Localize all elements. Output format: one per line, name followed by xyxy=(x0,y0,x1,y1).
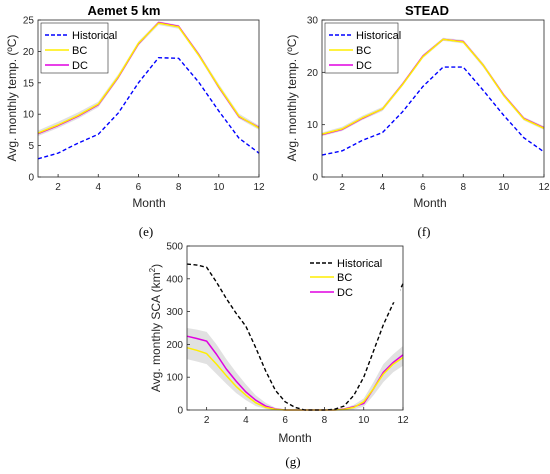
panel-f-chart: STEAD 2 4 6 8 10 12 0 10 20 30 Month Avg. monthly… xyxy=(285,3,550,239)
panel-f-caption: (f) xyxy=(418,224,431,239)
legend-bc-label: BC xyxy=(72,45,87,57)
legend-bc-label: BC xyxy=(337,272,352,284)
panel-f-axes-box xyxy=(321,19,545,178)
x-tick-label: 4 xyxy=(243,415,249,426)
x-tick-label: 2 xyxy=(204,415,210,426)
x-tick-label: 12 xyxy=(397,415,409,426)
panel-g-caption: (g) xyxy=(285,454,300,469)
panel-f-title: STEAD xyxy=(405,3,449,18)
x-tick-label: 8 xyxy=(460,182,466,193)
panel-e-title: Aemet 5 km xyxy=(88,3,161,18)
panel-f-xlabel: Month xyxy=(413,196,446,210)
legend-historical-label: Historical xyxy=(72,30,117,42)
panel-g-legend: Historical BC DC xyxy=(305,251,401,303)
x-tick-label: 4 xyxy=(380,182,386,193)
x-tick-label: 2 xyxy=(339,182,345,193)
x-tick-label: 2 xyxy=(55,182,61,193)
uncertainty-band xyxy=(187,328,403,410)
x-tick-label: 4 xyxy=(95,182,101,193)
legend-bc-label: BC xyxy=(356,45,371,57)
series-line-bc xyxy=(321,38,545,135)
x-tick-label: 6 xyxy=(136,182,142,193)
y-tick-label: 10 xyxy=(307,120,319,131)
panel-e-legend: Historical BC DC xyxy=(40,22,117,74)
panel-e-axes-box xyxy=(37,19,260,178)
panel-f-legend: Historical BC DC xyxy=(324,22,401,74)
series-line-historical xyxy=(37,56,260,160)
x-tick-label: 6 xyxy=(420,182,426,193)
y-tick-label: 15 xyxy=(23,78,35,89)
panel-g-ylabel: Avg. monthly SCA (km2) xyxy=(148,264,163,392)
y-tick-label: 0 xyxy=(28,173,34,184)
y-tick-label: 500 xyxy=(166,242,183,253)
legend-dc-label: DC xyxy=(356,60,372,72)
legend-historical-label: Historical xyxy=(337,258,382,270)
series-line-bc xyxy=(37,22,260,134)
panel-g-xlabel: Month xyxy=(278,431,311,445)
y-tick-label: 400 xyxy=(166,274,183,285)
panel-e-xlabel: Month xyxy=(132,196,165,210)
panel-g-chart: 2 4 6 8 10 12 0 100 200 300 400 500 Month Avg. mont… xyxy=(148,242,409,470)
panel-g-ylabel-sup: 2 xyxy=(148,267,157,272)
series-line-historical xyxy=(321,66,545,156)
y-tick-label: 25 xyxy=(23,16,35,27)
panel-e-ylabel: Avg. monthly temp. (ºC) xyxy=(5,35,19,162)
y-tick-label: 5 xyxy=(28,141,34,152)
x-tick-label: 6 xyxy=(282,415,288,426)
panel-e-caption: (e) xyxy=(139,224,153,239)
series-line-historical xyxy=(186,263,404,411)
y-tick-label: 20 xyxy=(307,68,319,79)
panel-f-ylabel: Avg. monthly temp. (ºC) xyxy=(285,35,299,162)
y-tick-label: 20 xyxy=(23,47,35,58)
x-tick-label: 10 xyxy=(498,182,510,193)
y-tick-label: 0 xyxy=(177,406,183,417)
legend-dc-label: DC xyxy=(337,287,353,299)
legend-historical-label: Historical xyxy=(356,30,401,42)
legend-dc-label: DC xyxy=(72,60,88,72)
y-tick-label: 100 xyxy=(166,373,183,384)
y-tick-label: 30 xyxy=(307,16,319,27)
panel-e-chart: Aemet 5 km 2 4 6 8 10 12 0 5 10 15 20 25 Month Avg.… xyxy=(5,3,265,239)
x-tick-label: 8 xyxy=(176,182,182,193)
x-tick-label: 10 xyxy=(358,415,370,426)
x-tick-label: 10 xyxy=(213,182,225,193)
y-tick-label: 300 xyxy=(166,307,183,318)
y-tick-label: 10 xyxy=(23,110,35,121)
y-tick-label: 0 xyxy=(312,173,318,184)
x-tick-label: 12 xyxy=(253,182,265,193)
y-tick-label: 200 xyxy=(166,340,183,351)
panel-g-ylabel-end: ) xyxy=(149,264,163,268)
x-tick-label: 12 xyxy=(538,182,550,193)
panel-g-ylabel-main: Avg. monthly SCA (km xyxy=(149,272,163,392)
panel-g-axes-box xyxy=(186,245,404,411)
x-tick-label: 8 xyxy=(322,415,328,426)
